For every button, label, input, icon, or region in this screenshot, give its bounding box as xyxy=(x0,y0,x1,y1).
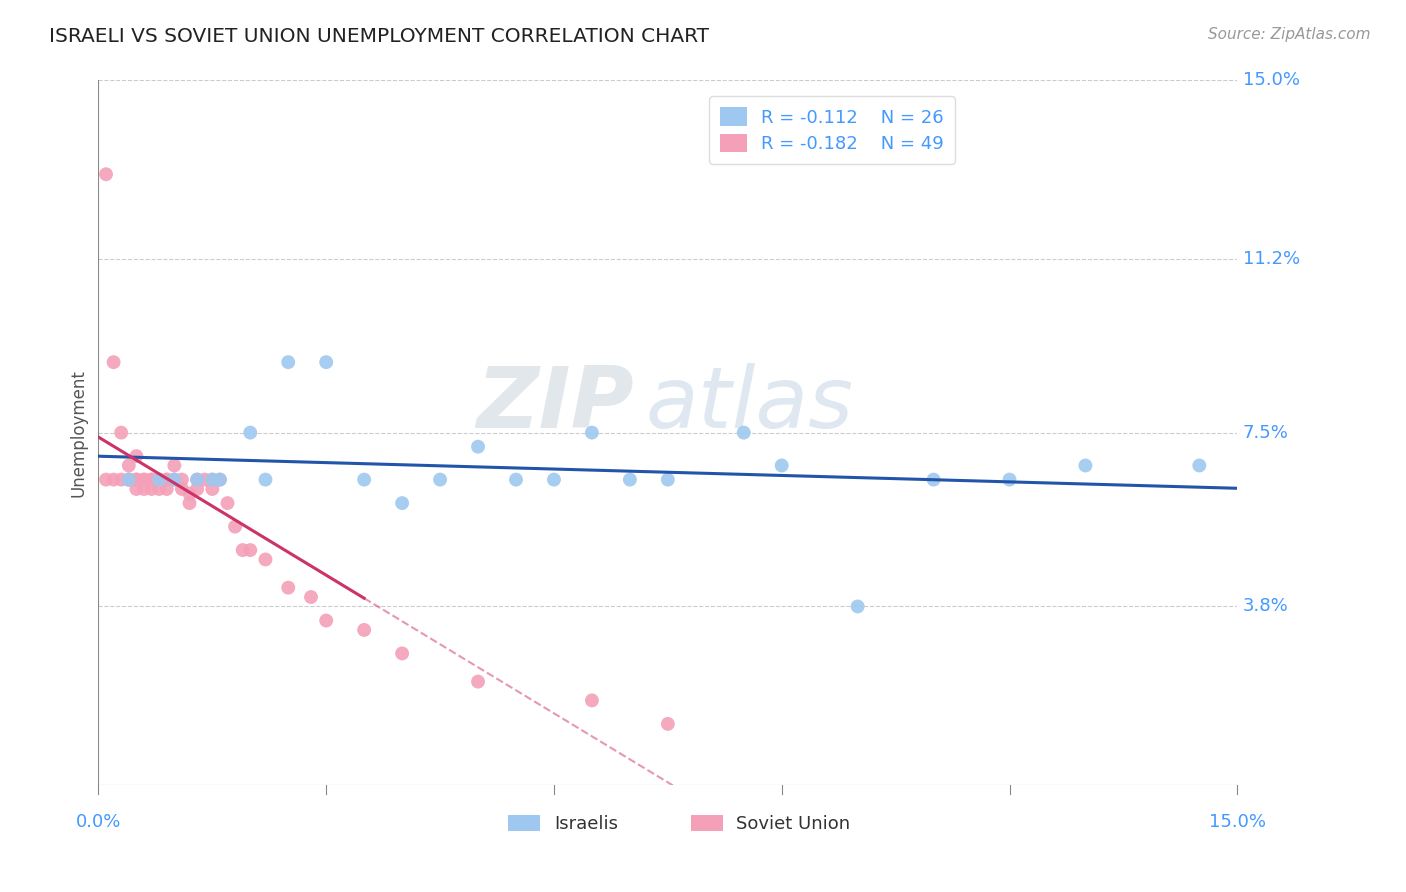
Point xyxy=(505,473,527,487)
Point xyxy=(110,425,132,440)
Point xyxy=(467,440,489,454)
Point xyxy=(998,473,1021,487)
Point xyxy=(125,473,148,487)
Point xyxy=(581,425,603,440)
Point xyxy=(179,486,201,500)
Point xyxy=(148,482,170,496)
Point xyxy=(132,473,155,487)
Point xyxy=(186,473,208,487)
Point xyxy=(391,647,413,661)
Point xyxy=(217,496,239,510)
Point xyxy=(208,473,231,487)
Point xyxy=(156,473,179,487)
Point xyxy=(163,473,186,487)
Point xyxy=(201,482,224,496)
Text: 15.0%: 15.0% xyxy=(1243,71,1301,89)
Text: 15.0%: 15.0% xyxy=(1209,814,1265,831)
Point xyxy=(315,614,337,628)
Text: 11.2%: 11.2% xyxy=(1243,250,1301,268)
Point xyxy=(132,482,155,496)
Text: ZIP: ZIP xyxy=(477,363,634,446)
Point xyxy=(141,473,163,487)
Point xyxy=(254,552,277,566)
Text: 0.0%: 0.0% xyxy=(76,814,121,831)
Point xyxy=(922,473,945,487)
Point xyxy=(619,473,641,487)
Point xyxy=(148,473,170,487)
Point xyxy=(277,355,299,369)
Point xyxy=(186,473,208,487)
Point xyxy=(232,543,254,558)
Point xyxy=(770,458,793,473)
Point xyxy=(239,543,262,558)
Point xyxy=(299,590,322,604)
Point xyxy=(118,473,141,487)
Point xyxy=(315,355,337,369)
Point xyxy=(118,458,141,473)
Point xyxy=(170,473,193,487)
Point xyxy=(467,674,489,689)
Point xyxy=(224,519,246,533)
Point xyxy=(581,693,603,707)
Point xyxy=(94,473,117,487)
Text: Source: ZipAtlas.com: Source: ZipAtlas.com xyxy=(1208,27,1371,42)
Point xyxy=(1188,458,1211,473)
FancyBboxPatch shape xyxy=(509,815,540,830)
Point xyxy=(846,599,869,614)
Point xyxy=(125,449,148,463)
Point xyxy=(201,473,224,487)
Point xyxy=(194,473,217,487)
Point xyxy=(125,482,148,496)
Point xyxy=(254,473,277,487)
Text: atlas: atlas xyxy=(645,363,853,446)
Point xyxy=(156,473,179,487)
Point xyxy=(94,167,117,181)
Point xyxy=(657,473,679,487)
Point xyxy=(208,473,231,487)
Point xyxy=(132,473,155,487)
Point xyxy=(179,496,201,510)
Point xyxy=(186,482,208,496)
Point xyxy=(239,425,262,440)
Point xyxy=(733,425,755,440)
Point xyxy=(125,473,148,487)
Point xyxy=(353,623,375,637)
Legend: R = -0.112    N = 26, R = -0.182    N = 49: R = -0.112 N = 26, R = -0.182 N = 49 xyxy=(709,96,955,164)
Point xyxy=(141,473,163,487)
Text: Soviet Union: Soviet Union xyxy=(737,814,851,833)
Point xyxy=(141,482,163,496)
Point xyxy=(353,473,375,487)
Point xyxy=(657,717,679,731)
Point xyxy=(118,473,141,487)
Point xyxy=(103,355,125,369)
Point xyxy=(1074,458,1097,473)
Point xyxy=(163,473,186,487)
Point xyxy=(148,473,170,487)
Point xyxy=(156,482,179,496)
Text: ISRAELI VS SOVIET UNION UNEMPLOYMENT CORRELATION CHART: ISRAELI VS SOVIET UNION UNEMPLOYMENT COR… xyxy=(49,27,709,45)
Point xyxy=(201,473,224,487)
Point xyxy=(391,496,413,510)
Point xyxy=(429,473,451,487)
Y-axis label: Unemployment: Unemployment xyxy=(69,368,87,497)
Point xyxy=(163,458,186,473)
Text: 7.5%: 7.5% xyxy=(1243,424,1289,442)
Text: 3.8%: 3.8% xyxy=(1243,598,1289,615)
Point xyxy=(543,473,565,487)
Text: Israelis: Israelis xyxy=(554,814,619,833)
FancyBboxPatch shape xyxy=(690,815,723,830)
Point xyxy=(110,473,132,487)
Point xyxy=(277,581,299,595)
Point xyxy=(170,482,193,496)
Point xyxy=(118,473,141,487)
Point xyxy=(103,473,125,487)
